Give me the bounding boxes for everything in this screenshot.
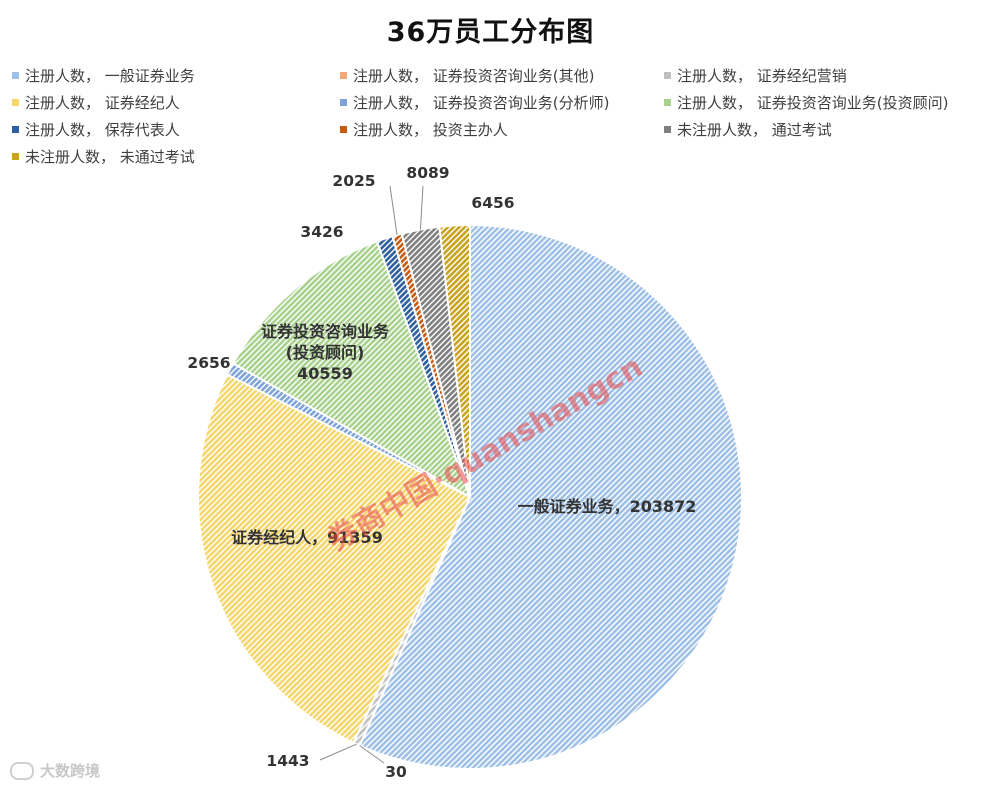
data-labels: 一般证券业务，203872 30 1443 证券经纪人，91359 2656 证券投资咨询… xyxy=(187,164,696,781)
legend-entry: 未注册人数， 通过考试 xyxy=(664,118,974,140)
legend-label: 未注册人数， 未通过考试 xyxy=(25,147,195,166)
legend-label: 注册人数， 证券经纪人 xyxy=(25,93,180,112)
legend-label: 注册人数， 证券投资咨询业务(投资顾问) xyxy=(677,93,949,112)
legend-label: 注册人数， 一般证券业务 xyxy=(25,66,195,85)
source-logo-text: 大数跨境 xyxy=(40,762,101,780)
source-logo-icon xyxy=(10,761,34,780)
data-label: 6456 xyxy=(471,194,514,212)
leader-line xyxy=(419,185,424,230)
pie-slice xyxy=(197,373,472,745)
data-label: 证券经纪人，91359 xyxy=(231,528,383,547)
pie-slices xyxy=(197,223,743,770)
legend-swatch xyxy=(12,98,19,106)
legend-swatch xyxy=(340,71,347,79)
legend-label: 注册人数， 投资主办人 xyxy=(353,120,508,139)
leader-lines xyxy=(319,185,424,764)
legend-swatch xyxy=(12,71,19,79)
legend-swatch xyxy=(664,71,671,79)
chart-title: 36万员工分布图 xyxy=(386,17,595,48)
data-label: 8089 xyxy=(406,164,449,182)
data-label: 1443 xyxy=(266,752,309,770)
legend-entry: 注册人数， 保荐代表人 xyxy=(12,118,340,140)
data-label: 证券投资咨询业务(投资顾问) 40559 xyxy=(261,322,390,383)
legend-swatch xyxy=(12,152,19,160)
legend-entry: 注册人数， 证券经纪营销 xyxy=(664,64,974,86)
legend-label: 注册人数， 证券经纪营销 xyxy=(677,66,847,85)
data-label: 一般证券业务，203872 xyxy=(518,497,697,516)
legend-swatch xyxy=(340,98,347,106)
legend-entry: 注册人数， 证券投资咨询业务(分析师) xyxy=(340,91,664,113)
pie-slice xyxy=(231,240,472,500)
data-label: 30 xyxy=(385,763,407,781)
legend-swatch xyxy=(12,125,19,133)
legend-swatch xyxy=(664,98,671,106)
data-label: 2025 xyxy=(332,172,375,190)
data-label: 3426 xyxy=(300,223,343,241)
legend-label: 注册人数， 保荐代表人 xyxy=(25,120,180,139)
legend-swatch xyxy=(340,125,347,133)
legend-label: 注册人数， 证券投资咨询业务(其他) xyxy=(353,66,595,85)
legend-label: 未注册人数， 通过考试 xyxy=(677,120,832,139)
legend-entry: 注册人数， 证券投资咨询业务(其他) xyxy=(340,64,664,86)
legend-swatch xyxy=(664,125,671,133)
leader-line xyxy=(389,185,398,236)
data-label: 2656 xyxy=(187,354,230,372)
legend: 注册人数， 一般证券业务 注册人数， 证券投资咨询业务(其他) 注册人数， 证券经纪… xyxy=(12,64,977,167)
pie-slice xyxy=(358,223,743,770)
legend-entry: 注册人数， 证券投资咨询业务(投资顾问) xyxy=(664,91,974,113)
legend-label: 注册人数， 证券投资咨询业务(分析师) xyxy=(353,93,610,112)
leader-line xyxy=(359,745,385,764)
legend-entry: 注册人数， 证券经纪人 xyxy=(12,91,340,113)
legend-entry: 注册人数， 投资主办人 xyxy=(340,118,664,140)
source-logo: 大数跨境 xyxy=(10,760,100,781)
leader-line xyxy=(319,743,357,761)
pie-slice xyxy=(438,223,471,498)
legend-entry: 未注册人数， 未通过考试 xyxy=(12,145,340,167)
legend-entry: 注册人数， 一般证券业务 xyxy=(12,64,340,86)
